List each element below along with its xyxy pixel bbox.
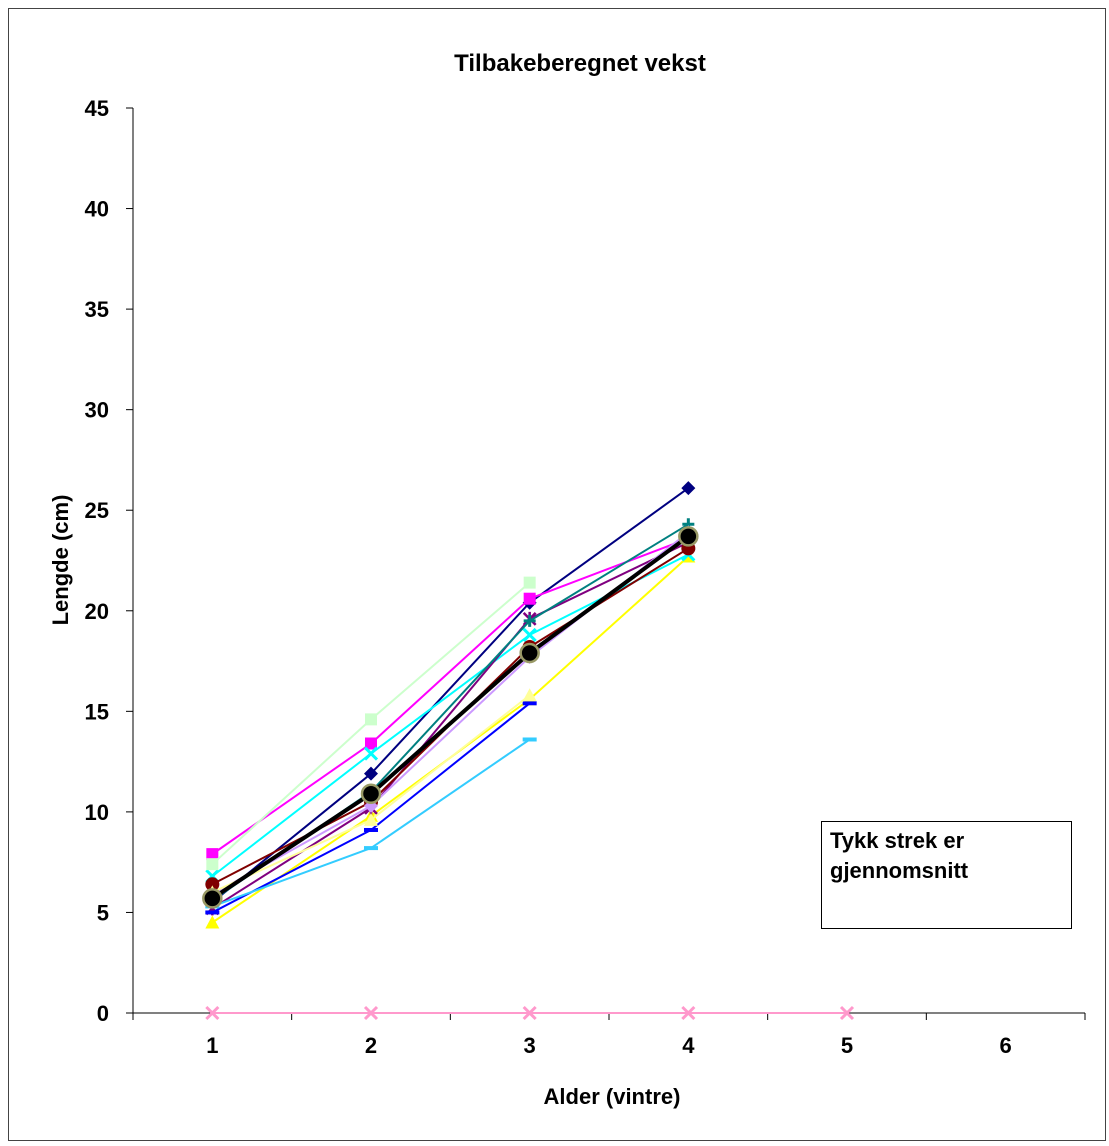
series-point <box>364 766 378 781</box>
series-point <box>523 614 536 627</box>
y-tick-label: 0 <box>97 1001 109 1026</box>
series-13 <box>205 1005 855 1021</box>
y-tick-label: 30 <box>85 398 109 423</box>
y-tick-label: 10 <box>85 800 109 825</box>
series-8 <box>205 701 537 915</box>
x-tick-label: 2 <box>365 1033 377 1058</box>
series-point <box>205 877 220 892</box>
series-line <box>211 547 689 886</box>
x-axis: 1 2 3 4 5 6 <box>132 1012 1086 1058</box>
series-point <box>523 576 536 589</box>
series-point <box>202 888 223 909</box>
series-point <box>206 858 219 871</box>
series-14 <box>202 526 699 909</box>
y-axis-label: Lengde (cm) <box>48 495 73 626</box>
annotation-line-1: Tykk strek er <box>830 828 965 853</box>
series-line <box>211 555 690 924</box>
x-axis-label: Alder (vintre) <box>544 1084 681 1109</box>
series-6 <box>205 541 696 892</box>
x-tick-label: 4 <box>682 1033 695 1058</box>
series-line <box>211 541 689 910</box>
x-tick-label: 3 <box>524 1033 536 1058</box>
annotation-line-2: gjennomsnitt <box>830 858 969 883</box>
series-point <box>522 1005 537 1021</box>
chart-frame <box>8 8 1106 1141</box>
series-point <box>363 746 379 761</box>
series-point <box>681 481 696 496</box>
series-point <box>522 701 537 706</box>
series-point <box>363 1005 379 1021</box>
series-point <box>360 783 382 805</box>
series-line <box>211 537 689 855</box>
series-3 <box>205 549 696 929</box>
series-line <box>211 534 690 901</box>
x-tick-label: 6 <box>1000 1033 1012 1058</box>
series-point <box>519 642 540 664</box>
series-point <box>522 737 537 742</box>
series-4 <box>205 547 696 884</box>
y-tick-label: 35 <box>85 297 109 322</box>
series-layer <box>202 481 855 1021</box>
y-tick-label: 45 <box>85 96 109 121</box>
series-point <box>365 713 377 726</box>
y-tick-label: 20 <box>85 599 109 624</box>
x-tick-label: 5 <box>841 1033 853 1058</box>
series-point <box>365 737 377 750</box>
series-point <box>205 915 220 929</box>
series-point <box>681 1005 696 1021</box>
series-point <box>839 1005 855 1021</box>
y-tick-label: 40 <box>85 197 109 222</box>
series-point <box>205 910 220 915</box>
series-2 <box>206 532 695 861</box>
chart-title: Tilbakeberegnet vekst <box>454 50 706 77</box>
series-point <box>523 592 536 605</box>
annotation-box: Tykk strek er gjennomsnitt <box>821 821 1072 929</box>
series-point <box>364 812 378 826</box>
series-point <box>522 688 537 702</box>
y-tick-label: 15 <box>85 699 109 724</box>
series-point <box>522 627 537 642</box>
series-10 <box>206 576 536 871</box>
series-point <box>206 848 219 861</box>
series-line <box>211 553 689 878</box>
series-point <box>678 526 699 547</box>
x-tick-label: 1 <box>206 1033 218 1058</box>
y-tick-label: 5 <box>97 900 109 925</box>
series-point <box>364 827 378 832</box>
y-tick-label: 25 <box>85 498 109 523</box>
series-point <box>205 1005 220 1021</box>
y-axis: 0 5 10 15 20 25 30 35 40 45 <box>85 96 134 1026</box>
series-line <box>211 487 689 904</box>
series-point <box>364 846 378 851</box>
